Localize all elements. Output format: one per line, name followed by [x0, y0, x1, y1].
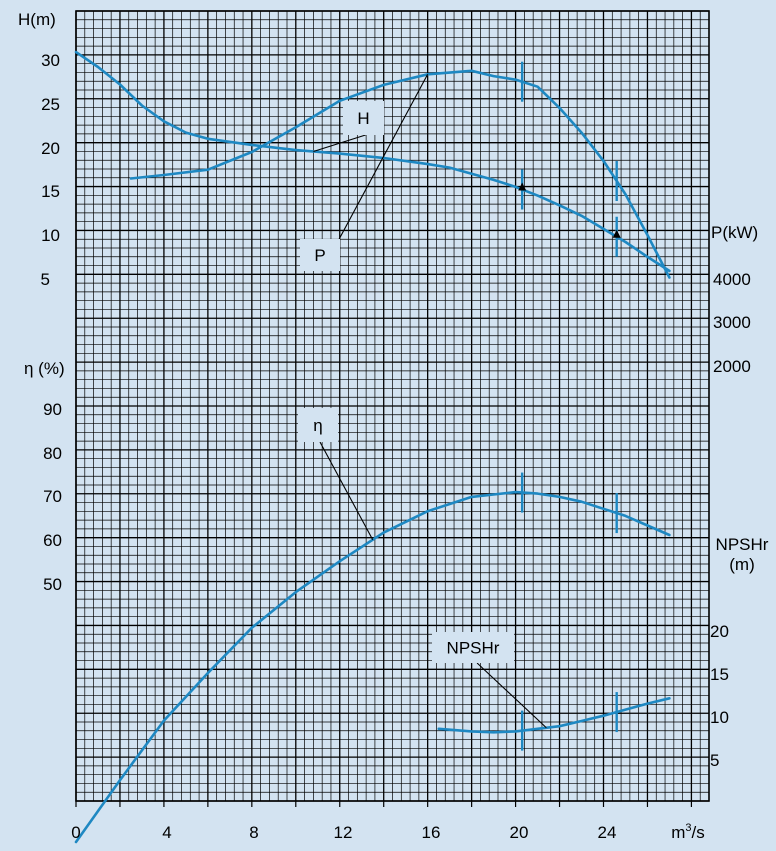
eta-tick-label-1: 80: [43, 444, 62, 463]
performance-curves: [74, 50, 671, 844]
h-tick-label-4: 10: [41, 226, 60, 245]
curve-callouts: H Pη NPSHr: [298, 74, 547, 729]
callout-box-h: [343, 101, 384, 135]
callout-leader-npshr: [476, 662, 547, 729]
callout-box-npshr: [432, 632, 514, 663]
h-tick-label-5: 5: [41, 270, 50, 289]
duty-arrow-h: [612, 229, 621, 238]
x-tick-label-0: 0: [71, 823, 80, 842]
callout-label-eta: η: [313, 416, 322, 435]
curve-eta: [74, 490, 671, 844]
npshr-axis-unit: (m): [729, 555, 754, 574]
npshr-axis-title: NPSHr: [716, 535, 769, 554]
chart-grid: [75, 10, 710, 807]
callout-label-h: H: [357, 109, 369, 128]
h-tick-label-3: 15: [41, 182, 60, 201]
callout-box-p: [300, 239, 340, 271]
duty-arrow-h: [518, 182, 527, 191]
npshr-tick-label-2: 10: [710, 708, 729, 727]
curve-p: [129, 69, 671, 279]
callout-box-eta: [298, 408, 338, 442]
h-tick-label-2: 20: [41, 139, 60, 158]
npshr-tick-label-3: 5: [710, 751, 719, 770]
curve-npshr: [437, 696, 671, 734]
callout-label-p: P: [314, 246, 325, 265]
x-tick-label-5: 20: [510, 823, 529, 842]
eta-tick-label-2: 70: [43, 487, 62, 506]
p-tick-label-0: 4000: [713, 270, 751, 289]
p-tick-label-2: 2000: [713, 357, 751, 376]
x-axis-unit-label: m3/s: [671, 822, 705, 842]
npshr-tick-label-1: 15: [710, 665, 729, 684]
p-tick-label-1: 3000: [713, 313, 751, 332]
x-tick-label-3: 12: [334, 823, 353, 842]
curve-h: [74, 50, 671, 273]
callout-leader-p: [321, 74, 429, 272]
eta-tick-label-4: 50: [43, 575, 62, 594]
duty-point-markers: [518, 61, 621, 751]
x-tick-label-4: 16: [422, 823, 441, 842]
x-tick-label-1: 4: [162, 823, 171, 842]
eta-tick-label-0: 90: [43, 400, 62, 419]
h-axis-title: H(m): [18, 10, 56, 29]
p-axis-title: P(kW): [711, 223, 758, 242]
eta-tick-label-3: 60: [43, 531, 62, 550]
axis-labels: 0 4 8 12 16 20 24 m3/s H(m) 30 25 20 15 …: [18, 10, 769, 842]
eta-axis-title: η (%): [24, 359, 65, 378]
npshr-tick-label-0: 20: [710, 622, 729, 641]
h-tick-label-0: 30: [41, 51, 60, 70]
plot-frame: [75, 10, 710, 802]
callout-leader-h: [313, 134, 366, 153]
callout-leader-eta: [319, 441, 374, 541]
x-tick-label-6: 24: [598, 823, 617, 842]
callout-label-npshr: NPSHr: [447, 639, 500, 658]
x-tick-label-2: 8: [249, 823, 258, 842]
h-tick-label-1: 25: [41, 95, 60, 114]
